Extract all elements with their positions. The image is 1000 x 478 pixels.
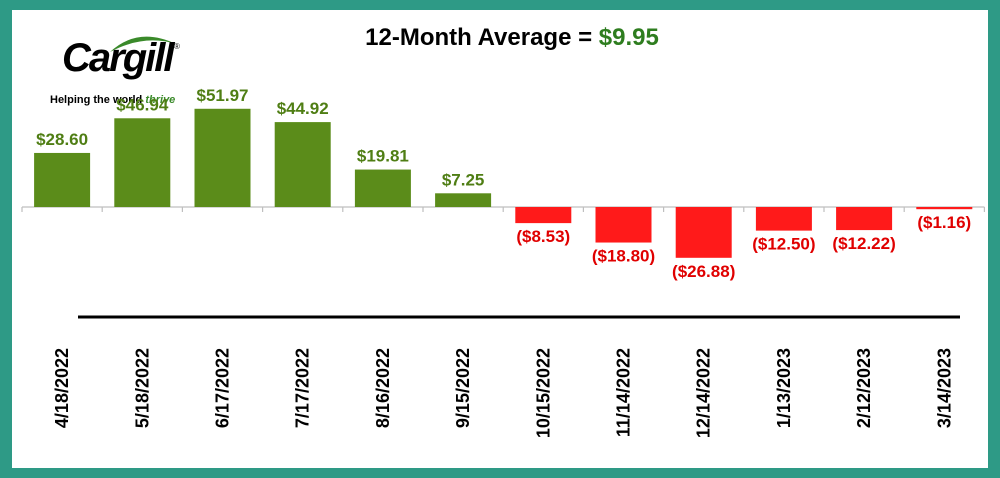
bar <box>916 207 973 210</box>
category-label: 3/14/2023 <box>934 348 954 428</box>
category-label: 1/13/2023 <box>774 348 794 428</box>
bar <box>274 122 331 207</box>
bar <box>595 207 652 243</box>
data-label: $44.92 <box>277 99 329 118</box>
category-label: 12/14/2022 <box>694 348 714 438</box>
bar <box>836 207 893 231</box>
data-label: $7.25 <box>442 170 485 189</box>
title-prefix: 12-Month Average = <box>365 24 599 51</box>
data-label: $46.94 <box>116 95 169 114</box>
bar <box>515 207 572 224</box>
bar <box>34 152 91 207</box>
category-label: 10/15/2022 <box>533 348 553 438</box>
title-average-value: $9.95 <box>598 24 659 51</box>
category-label: 6/17/2022 <box>213 348 233 428</box>
logo-tagline: Helping the world thrive <box>50 94 176 106</box>
category-label: 2/12/2023 <box>854 348 874 428</box>
data-label: $28.60 <box>36 130 88 149</box>
chart-title: 12-Month Average = $9.95 <box>212 24 812 52</box>
bar <box>755 207 812 231</box>
chart-frame: Cargill ® Helping the world thrive 12-Mo… <box>12 10 988 468</box>
bar <box>435 193 492 207</box>
category-label: 8/16/2022 <box>373 348 393 428</box>
data-label: ($26.88) <box>672 262 735 281</box>
data-label: ($12.22) <box>832 234 895 253</box>
category-label: 7/17/2022 <box>293 348 313 428</box>
logo-leaf-icon <box>110 36 176 52</box>
data-label: ($8.53) <box>516 227 570 246</box>
data-label: ($18.80) <box>592 247 655 266</box>
bar-chart: $28.60 4/18/2022 $46.94 5/18/2022 $51.97 6/17… <box>21 86 986 438</box>
bar <box>354 169 411 207</box>
category-label: 9/15/2022 <box>453 348 473 428</box>
registered-mark: ® <box>174 42 180 51</box>
category-label: 11/14/2022 <box>614 348 634 437</box>
category-label: 5/18/2022 <box>132 348 152 428</box>
data-label: ($1.16) <box>917 213 971 232</box>
logo-wordmark: Cargill <box>62 36 174 80</box>
data-label: $51.97 <box>197 86 249 105</box>
cargill-logo: Cargill ® Helping the world thrive <box>50 32 190 112</box>
data-label: ($12.50) <box>752 235 815 254</box>
bar <box>114 118 171 207</box>
data-label: $19.81 <box>357 147 409 166</box>
bar <box>194 108 251 207</box>
bar <box>675 207 732 258</box>
category-label: 4/18/2022 <box>52 348 72 428</box>
